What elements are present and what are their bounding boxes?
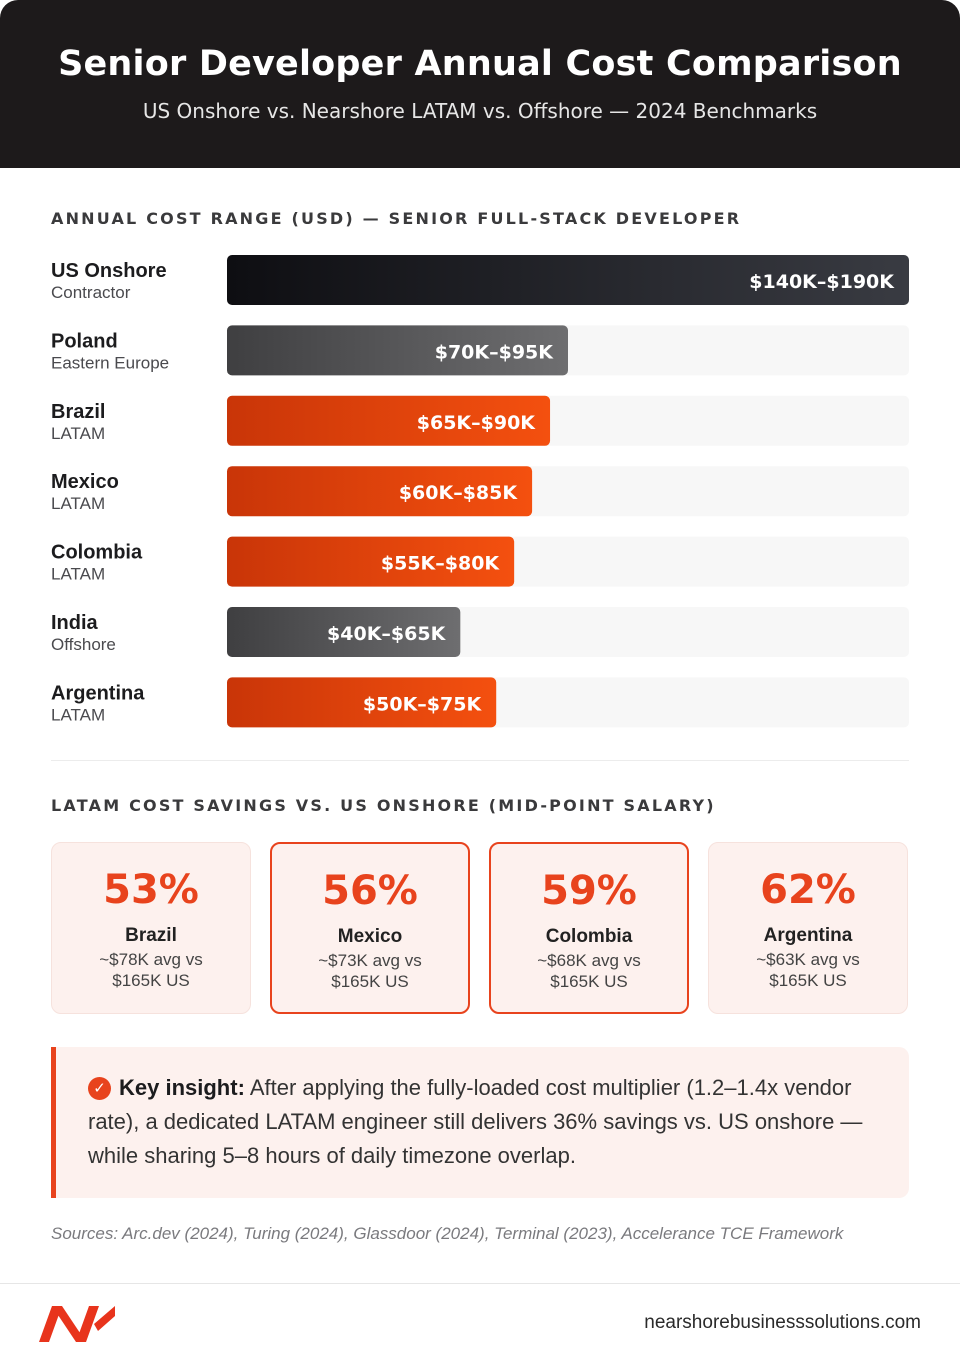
bar-value-label: $60K–$85K xyxy=(399,482,519,504)
savings-description: ~$63K avg vs $165K US xyxy=(729,949,887,991)
savings-description: ~$73K avg vs $165K US xyxy=(292,950,448,992)
page-title: Senior Developer Annual Cost Comparison xyxy=(58,44,902,84)
savings-country: Argentina xyxy=(763,925,853,946)
category-label: India xyxy=(51,612,99,634)
category-sublabel: Offshore xyxy=(51,635,116,654)
key-insight-text: After applying the fully-loaded cost mul… xyxy=(88,1075,863,1168)
savings-us-baseline: $165K US xyxy=(769,971,847,990)
category-label: US Onshore xyxy=(51,260,167,282)
savings-country: Mexico xyxy=(337,926,403,947)
bar-value-label: $40K–$65K xyxy=(327,623,447,645)
savings-avg: ~$73K avg vs xyxy=(318,951,422,970)
savings-percent: 53% xyxy=(103,867,199,913)
bar-us-onshore xyxy=(227,255,909,305)
chart-section-title: ANNUAL COST RANGE (USD) — SENIOR FULL-ST… xyxy=(51,209,742,228)
savings-us-baseline: $165K US xyxy=(112,971,190,990)
category-label: Poland xyxy=(51,330,118,352)
bar-value-label: $70K–$95K xyxy=(435,341,555,363)
savings-percent: 59% xyxy=(541,868,637,914)
bar-colombia xyxy=(227,536,515,587)
savings-description: ~$78K avg vs $165K US xyxy=(72,949,230,991)
savings-percent: 62% xyxy=(760,867,856,913)
savings-percent: 56% xyxy=(322,868,418,914)
savings-section-title: LATAM COST SAVINGS VS. US ONSHORE (MID-P… xyxy=(51,796,716,815)
bar-value-label: $65K–$90K xyxy=(417,412,537,434)
category-sublabel: LATAM xyxy=(51,494,105,513)
category-label: Argentina xyxy=(51,682,145,704)
bar-mexico xyxy=(227,466,533,517)
savings-avg: ~$68K avg vs xyxy=(537,951,641,970)
category-sublabel: Eastern Europe xyxy=(51,353,169,372)
key-insight-callout: ✓ Key insight: After applying the fully-l… xyxy=(51,1047,909,1198)
category-sublabel: LATAM xyxy=(51,705,105,724)
category-sublabel: LATAM xyxy=(51,565,105,584)
savings-country: Colombia xyxy=(545,926,633,947)
sources-note: Sources: Arc.dev (2024), Turing (2024), … xyxy=(51,1224,844,1243)
savings-us-baseline: $165K US xyxy=(331,972,409,991)
category-sublabel: Contractor xyxy=(51,283,131,302)
category-label: Brazil xyxy=(51,401,105,423)
key-insight-label: Key insight: xyxy=(119,1075,245,1100)
savings-card-colombia: 59% Colombia ~$68K avg vs $165K US xyxy=(489,842,689,1014)
savings-country: Brazil xyxy=(125,925,177,946)
savings-card-brazil: 53% Brazil ~$78K avg vs $165K US xyxy=(51,842,251,1014)
bar-poland xyxy=(227,325,568,376)
bar-brazil xyxy=(227,395,551,446)
bar-india xyxy=(227,607,461,657)
bar-argentina xyxy=(227,677,497,728)
savings-card-argentina: 62% Argentina ~$63K avg vs $165K US xyxy=(708,842,908,1014)
header: Senior Developer Annual Cost Comparison … xyxy=(0,0,960,168)
check-circle-icon: ✓ xyxy=(88,1077,111,1100)
category-label: Mexico xyxy=(51,471,119,493)
bar-value-label: $50K–$75K xyxy=(363,693,483,715)
page-subtitle: US Onshore vs. Nearshore LATAM vs. Offsh… xyxy=(142,99,818,123)
savings-avg: ~$78K avg vs xyxy=(99,950,203,969)
savings-description: ~$68K avg vs $165K US xyxy=(511,950,667,992)
category-sublabel: LATAM xyxy=(51,424,105,443)
footer-divider xyxy=(0,1283,960,1284)
savings-us-baseline: $165K US xyxy=(550,972,628,991)
category-label: Colombia xyxy=(51,542,143,564)
savings-card-mexico: 56% Mexico ~$73K avg vs $165K US xyxy=(270,842,470,1014)
bar-value-label: $55K–$80K xyxy=(381,553,501,575)
section-divider xyxy=(51,760,909,761)
bar-value-label: $140K–$190K xyxy=(749,271,895,293)
footer-website[interactable]: nearshorebusinesssolutions.com xyxy=(644,1312,921,1333)
savings-avg: ~$63K avg vs xyxy=(756,950,860,969)
brand-logo-icon xyxy=(39,1306,115,1342)
